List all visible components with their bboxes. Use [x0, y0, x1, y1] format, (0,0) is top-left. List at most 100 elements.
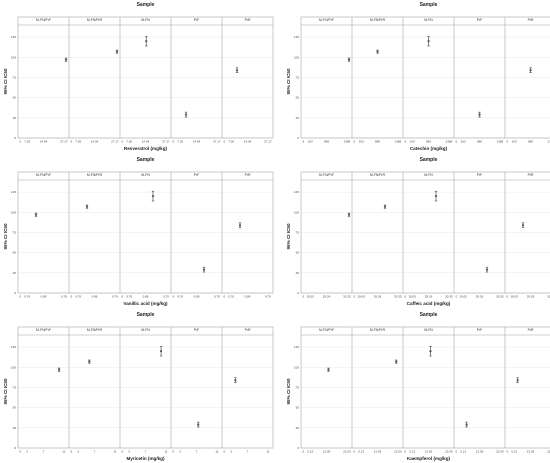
x-tick-label: 30.35: [445, 295, 453, 299]
y-tick-label: 25: [13, 116, 17, 120]
x-tick-label: 22.00: [496, 450, 504, 454]
facet-label: M-FN/PrF: [36, 18, 51, 22]
x-tick-label: 13.05: [476, 450, 484, 454]
data-point: [395, 360, 398, 363]
facet-label: PrR: [245, 328, 251, 332]
x-tick-label: 686: [477, 140, 482, 144]
y-tick-label: 100: [294, 55, 299, 59]
y-axis-title: 95% CI IC50: [3, 378, 8, 404]
y-tick-label: 0: [297, 136, 299, 140]
y-tick-label: 50: [13, 96, 17, 100]
x-axis-title: Resveratrol (mg/kg): [124, 146, 168, 151]
x-tick-label: 0.76: [126, 295, 132, 299]
y-tick-label: 75: [296, 230, 300, 234]
x-tick-label: 1368: [395, 140, 402, 144]
data-point: [327, 368, 330, 371]
x-tick-label: 686: [426, 140, 431, 144]
x-tick-label: 0.86: [143, 295, 149, 299]
x-tick-label: 5.13: [358, 450, 364, 454]
facet-label: M-FN/PrF: [36, 328, 51, 332]
facet-label: M-FN/PrR: [87, 173, 103, 177]
x-tick-label: 29.26: [476, 295, 484, 299]
x-axis-title: Caffeic acid (mg/kg): [407, 301, 451, 306]
x-tick-label: 19.05: [408, 295, 416, 299]
facet-label: PrR: [528, 18, 534, 22]
chart-title: Sample: [420, 312, 438, 318]
x-tick-label: 11: [266, 450, 269, 454]
plot-frame: [300, 326, 550, 449]
chart-title: Sample: [137, 2, 155, 8]
x-tick-label: 19.05: [459, 295, 467, 299]
x-tick-label-zero: 0: [71, 140, 73, 144]
plot-frame: [17, 16, 274, 139]
data-point: [234, 379, 237, 382]
x-tick-label: 0.86: [245, 295, 251, 299]
data-point: [434, 195, 438, 198]
data-point: [57, 368, 61, 371]
y-axis-title: 95% CI IC50: [286, 68, 291, 94]
x-tick-label: 686: [324, 140, 329, 144]
x-tick-label-zero: 0: [303, 295, 305, 299]
x-tick-label-zero: 0: [405, 450, 407, 454]
y-tick-label: 100: [11, 55, 16, 59]
data-point: [151, 195, 155, 198]
facet-label: PrF: [194, 328, 199, 332]
facet-label: PrF: [477, 173, 482, 177]
x-tick-label: 14.04: [40, 140, 48, 144]
x-tick-label: 29.26: [374, 295, 382, 299]
x-tick-label: 7: [43, 450, 45, 454]
x-tick-label: 163: [308, 140, 313, 144]
x-tick-label: 163: [359, 140, 364, 144]
facet-label: PrF: [477, 18, 482, 22]
x-tick-label: 30.35: [394, 295, 402, 299]
plot-frame: [17, 326, 274, 449]
x-tick-label: 19.05: [357, 295, 365, 299]
x-tick-label: 163: [461, 140, 466, 144]
facet-label: M-FN: [424, 328, 433, 332]
data-point: [529, 69, 532, 72]
facet-label: PrR: [528, 328, 534, 332]
data-point: [115, 50, 119, 53]
chart-panel: Sample M-FN/PrF M-FN/PrR M-FN PrF PrR 0 25 50 75 1…: [3, 157, 274, 306]
x-tick-label: 14.04: [193, 140, 201, 144]
x-tick-label: 7: [145, 450, 147, 454]
x-tick-label: 22.00: [445, 450, 453, 454]
x-tick-label-zero: 0: [405, 295, 407, 299]
y-axis-title: 95% CI IC50: [286, 223, 291, 249]
facet-label: M-FN/PrR: [87, 328, 103, 332]
x-tick-label: 30.35: [496, 295, 504, 299]
x-tick-label: 3: [179, 450, 181, 454]
x-tick-label: 3: [26, 450, 28, 454]
chart-panel: Sample M-FN/PrF M-FN/PrR M-FN PrF PrR 0 25 50 75 1…: [3, 2, 274, 151]
facet-label: PrR: [245, 173, 251, 177]
x-tick-label-zero: 0: [354, 450, 356, 454]
x-tick-label-zero: 0: [173, 450, 175, 454]
data-point: [521, 224, 525, 227]
facet-label: M-FN/PrF: [319, 328, 334, 332]
y-tick-label: 125: [11, 345, 16, 349]
x-tick-label: 30.35: [343, 295, 351, 299]
x-tick-label: 19.05: [306, 295, 314, 299]
x-tick-label-zero: 0: [122, 140, 124, 144]
y-tick-label: 75: [13, 230, 17, 234]
plot-frame: [300, 16, 550, 139]
x-tick-label: 14.04: [142, 140, 150, 144]
chart-title: Sample: [420, 157, 438, 163]
data-point: [347, 58, 351, 61]
x-tick-label-zero: 0: [456, 295, 458, 299]
x-tick-label: 0.76: [228, 295, 234, 299]
y-tick-label: 75: [13, 75, 17, 79]
data-point: [376, 50, 379, 53]
x-tick-label: 29.26: [323, 295, 331, 299]
x-tick-label-zero: 0: [122, 295, 124, 299]
x-tick-label-zero: 0: [303, 140, 305, 144]
x-tick-label: 1368: [446, 140, 453, 144]
y-tick-label: 125: [11, 35, 16, 39]
x-tick-label: 14.04: [91, 140, 99, 144]
x-tick-label: 686: [375, 140, 380, 144]
x-tick-label: 11: [113, 450, 116, 454]
y-tick-label: 25: [13, 426, 17, 430]
x-tick-label: 11: [62, 450, 65, 454]
x-tick-label: 7: [196, 450, 198, 454]
